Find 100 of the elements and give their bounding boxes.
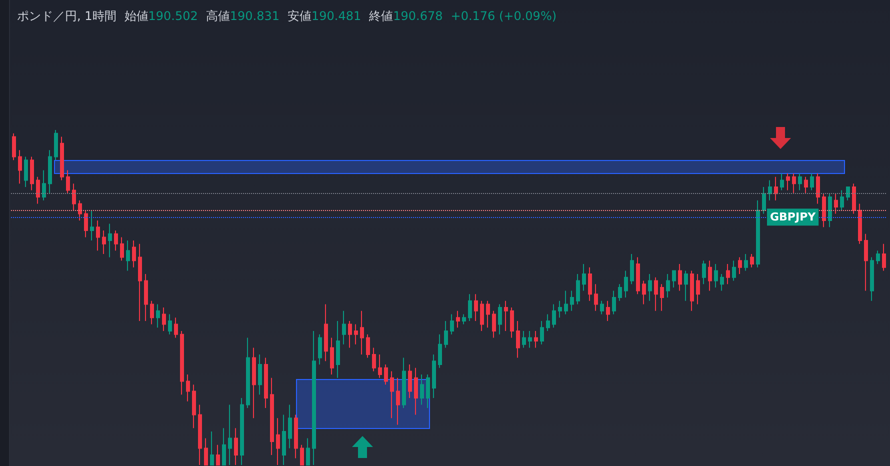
candlestick — [876, 250, 880, 264]
candlestick — [720, 274, 724, 292]
candlestick — [102, 230, 106, 254]
candlestick — [12, 132, 16, 161]
candlestick — [648, 274, 652, 302]
candlestick — [870, 256, 874, 302]
candlestick — [408, 364, 412, 398]
candlestick — [654, 276, 658, 312]
candlestick — [498, 304, 502, 335]
candlestick — [486, 300, 490, 328]
candlestick — [366, 334, 370, 358]
candlestick — [144, 274, 148, 322]
candlestick — [354, 324, 358, 345]
candlestick — [120, 236, 124, 262]
candlestick — [438, 334, 442, 368]
candlestick — [744, 253, 748, 272]
candlestick — [726, 264, 730, 285]
candlestick — [78, 200, 82, 221]
candlestick — [750, 253, 754, 268]
candlestick — [36, 176, 40, 204]
candlestick — [834, 193, 838, 214]
candlestick — [540, 320, 544, 345]
candlestick — [414, 367, 418, 416]
candlestick — [42, 170, 46, 201]
candlestick — [258, 354, 262, 396]
candlestick — [582, 264, 586, 292]
candlestick — [174, 317, 178, 338]
candlestick — [342, 310, 346, 345]
candlestick — [198, 404, 202, 466]
candlestick — [636, 256, 640, 295]
candlestick — [660, 284, 664, 312]
candlestick — [708, 260, 712, 292]
candlestick — [276, 418, 280, 466]
candlestick — [738, 256, 742, 275]
candlestick — [234, 428, 238, 466]
candlestick — [240, 398, 244, 466]
candlestick — [180, 330, 184, 396]
candlestick — [462, 314, 466, 325]
candlestick — [288, 404, 292, 449]
candlestick — [246, 337, 250, 409]
candlestick — [132, 240, 136, 268]
candlestick — [756, 200, 760, 268]
candlestick — [858, 203, 862, 244]
candlestick — [282, 414, 286, 466]
candlestick — [576, 274, 580, 305]
candlestick — [24, 156, 28, 188]
candlestick — [690, 270, 694, 312]
candlestick — [774, 176, 778, 201]
candlestick — [732, 260, 736, 282]
candlestick — [150, 300, 154, 325]
candlestick — [378, 354, 382, 378]
candlestick — [252, 347, 256, 419]
candlestick — [60, 136, 64, 181]
candlestick — [210, 431, 214, 466]
candlestick — [630, 253, 634, 285]
candlestick — [18, 150, 22, 184]
candlestick — [528, 330, 532, 348]
text: 安値190.481 — [288, 9, 362, 23]
candlestick — [618, 284, 622, 302]
candlestick — [384, 364, 388, 386]
candlestick — [570, 290, 574, 312]
candlestick — [114, 230, 118, 252]
candlestick — [324, 304, 328, 362]
candlestick — [594, 284, 598, 312]
candlestick — [600, 300, 604, 315]
candlestick — [330, 337, 334, 376]
text: 始値190.502 — [124, 9, 198, 23]
candlestick — [186, 374, 190, 402]
candlestick — [360, 310, 364, 355]
candlestick — [846, 186, 850, 201]
candlestick — [300, 444, 304, 466]
candlestick — [468, 294, 472, 322]
candlestick — [228, 404, 232, 466]
candlestick — [504, 300, 508, 332]
candlestick — [336, 320, 340, 378]
candlestick — [588, 266, 592, 302]
candlestick — [804, 176, 808, 194]
candlestick — [612, 290, 616, 315]
text: 高値190.831 — [206, 9, 280, 23]
candlestick — [786, 173, 790, 191]
candlestick — [270, 377, 274, 456]
candlestick — [138, 243, 142, 322]
candlestick — [666, 274, 670, 298]
candlestick — [168, 314, 172, 335]
candlestick — [474, 294, 478, 322]
ref-line-label: GBPJPY — [770, 210, 817, 224]
candlestick — [294, 414, 298, 459]
candlestick — [702, 260, 706, 285]
candlestick — [642, 280, 646, 305]
candlestick — [312, 330, 316, 466]
candlestick — [768, 180, 772, 201]
candlestick — [552, 304, 556, 328]
candlestick — [510, 307, 514, 338]
candlestick — [96, 220, 100, 252]
candlestick — [534, 330, 538, 348]
candlestick — [48, 150, 52, 194]
candlestick — [126, 240, 130, 272]
candlestick — [72, 183, 76, 211]
candlestick — [222, 428, 226, 466]
candlestick — [492, 310, 496, 338]
